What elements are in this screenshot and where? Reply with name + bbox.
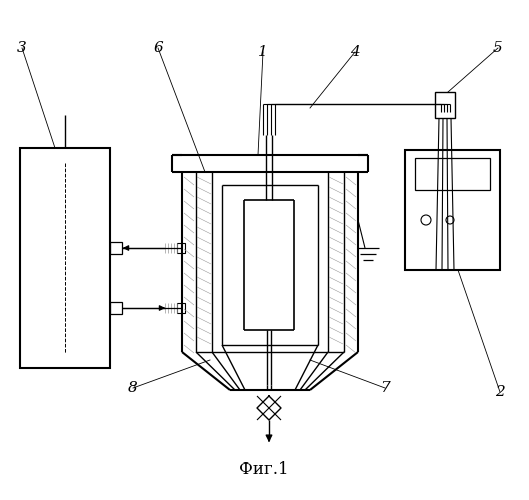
Text: 5: 5 [493,41,503,55]
Bar [110,302,122,314]
Bar [177,303,185,313]
Bar [110,242,122,254]
Text: 6: 6 [153,41,163,55]
Bar [177,243,185,253]
Text: 4: 4 [350,45,360,59]
Text: 3: 3 [17,41,27,55]
Text: 7: 7 [380,381,390,395]
Bar [20,148,110,368]
Text: 1: 1 [258,45,268,59]
Bar [405,150,500,270]
Text: 8: 8 [128,381,138,395]
Text: Фиг.1: Фиг.1 [239,462,289,478]
Bar [435,92,455,118]
Bar [415,158,490,190]
Text: 2: 2 [495,385,505,399]
